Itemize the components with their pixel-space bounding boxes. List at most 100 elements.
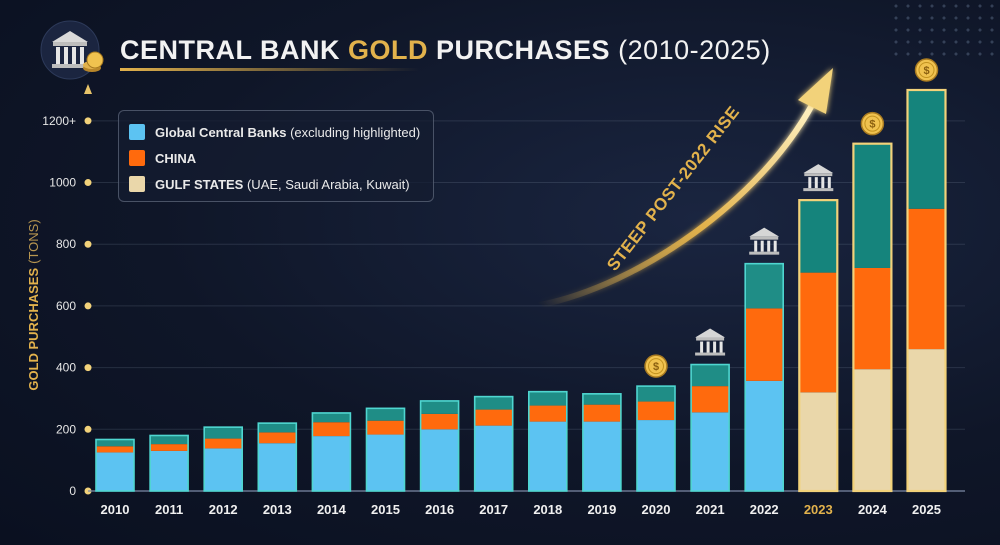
bar-segment-global-central-banks (528, 421, 567, 491)
coin-icon: $ (860, 111, 885, 136)
legend-item-china: CHINA (129, 145, 423, 171)
bar-segment-gulf-states (312, 412, 351, 423)
svg-text:$: $ (923, 65, 929, 77)
bar-segment-gulf-states (204, 427, 243, 439)
bar-outline (798, 199, 839, 493)
bar-segment-gulf-states (691, 364, 730, 387)
bar-segment-china (258, 432, 297, 444)
y-tick-label: 400 (56, 361, 76, 375)
bar-outline (582, 393, 622, 492)
bar-outline (203, 426, 243, 492)
bar-stack-2016 (419, 400, 460, 492)
legend-swatch-gulf (129, 176, 145, 192)
bar-stack-2013 (257, 422, 298, 492)
bar-segment-global-central-banks (907, 349, 946, 491)
bar-segment-gulf-states (582, 393, 621, 405)
y-axis-label-unit: (TONS) (26, 219, 41, 264)
title-part-2: PURCHASES (436, 34, 611, 65)
x-tick-label: 2011 (155, 502, 183, 517)
bar-stack-2015 (365, 407, 406, 492)
bar-stack-2020 (636, 385, 676, 492)
bar-stack-2010 (95, 438, 135, 492)
bank-with-coins-icon (40, 20, 106, 80)
bank-icon (749, 227, 780, 255)
bar-segment-china (312, 422, 351, 437)
bar-outline (149, 434, 189, 492)
x-tick-label: 2012 (209, 502, 238, 517)
arrow-head (798, 68, 833, 114)
bar-segment-gulf-states (745, 263, 784, 309)
bar-stack-2022 (744, 262, 785, 492)
chart-header: CENTRAL BANK GOLD PURCHASES (2010-2025) (40, 18, 771, 82)
bar-segment-gulf-states (150, 435, 189, 445)
bar-segment-global-central-banks (96, 452, 134, 491)
bar-stack-2024 (852, 142, 893, 493)
bar-stack-2023 (798, 199, 839, 493)
chart-title: CENTRAL BANK GOLD PURCHASES (2010-2025) (120, 35, 771, 66)
title-years: (2010-2025) (618, 34, 771, 65)
bar-stack-2025 (906, 88, 947, 493)
bar-stack-2018 (527, 390, 568, 492)
bar-segment-global-central-banks (420, 429, 459, 491)
x-tick-label: 2014 (317, 502, 347, 517)
bar-segment-china (96, 446, 134, 453)
bar-segment-global-central-banks (637, 420, 675, 491)
bar-segment-china (474, 409, 513, 426)
bar-outline (636, 385, 676, 492)
x-tick-label: 2022 (750, 502, 779, 517)
trend-arrow: STEEP POST-2022 RISE (537, 68, 833, 308)
bar-segment-china (204, 438, 243, 449)
bar-segment-global-central-banks (366, 434, 405, 491)
bar-segment-china (907, 208, 946, 350)
bar-segment-gulf-states (637, 386, 675, 402)
bar-segment-gulf-states (258, 423, 297, 433)
bar-outline (852, 142, 893, 493)
legend-swatch-china (129, 150, 145, 166)
bar-segment-gulf-states (907, 90, 946, 209)
bar-outline (906, 88, 947, 493)
bar-stack-2017 (473, 395, 514, 492)
bar-segment-china (745, 308, 784, 381)
legend-label-china: CHINA (155, 150, 197, 166)
y-axis-arrowhead (84, 84, 92, 94)
bar-outline (527, 390, 568, 492)
x-tick-label: 2018 (533, 502, 562, 517)
bar-segment-global-central-banks (691, 412, 730, 491)
bar-segment-gulf-states (366, 408, 405, 421)
bar-segment-gulf-states (96, 439, 134, 447)
bar-segment-global-central-banks (799, 392, 838, 491)
bar-segment-china (582, 404, 621, 422)
bar-segment-china (420, 413, 459, 430)
title-gold-word: GOLD (348, 34, 429, 65)
decorative-dot-grid (890, 0, 1000, 60)
bar-stack-2014 (311, 412, 352, 492)
bank-icon (695, 328, 726, 356)
bar-segment-global-central-banks (312, 436, 351, 491)
bar-segment-global-central-banks (150, 450, 189, 491)
bar-segment-global-central-banks (745, 380, 784, 491)
title-underline (120, 68, 420, 71)
bar-segment-global-central-banks (853, 369, 892, 491)
bar-segment-global-central-banks (582, 421, 621, 491)
x-tick-label: 2021 (696, 502, 725, 517)
x-tick-label: 2023 (804, 502, 833, 517)
bar-segment-china (799, 272, 838, 393)
y-tick-label: 600 (56, 299, 76, 313)
x-tick-label: 2025 (912, 502, 941, 517)
bar-outline (365, 407, 406, 492)
y-tick-label: 0 (69, 484, 76, 498)
legend-label-gulf: GULF STATES (155, 176, 244, 192)
bar-stack-2019 (582, 393, 622, 492)
x-tick-label: 2015 (371, 502, 400, 517)
bar-outline (95, 438, 135, 492)
x-tick-label: 2013 (263, 502, 292, 517)
svg-text:$: $ (653, 361, 659, 373)
bar-outline (257, 422, 298, 492)
bar-outline (311, 412, 352, 492)
y-axis-label: GOLD PURCHASES (TONS) (26, 219, 41, 390)
bar-segment-gulf-states (528, 391, 567, 406)
bar-segment-china (528, 405, 567, 422)
y-tick-label: 800 (56, 237, 76, 251)
bar-outline (690, 363, 730, 492)
legend: Global Central Banks (excluding highligh… (118, 110, 434, 202)
